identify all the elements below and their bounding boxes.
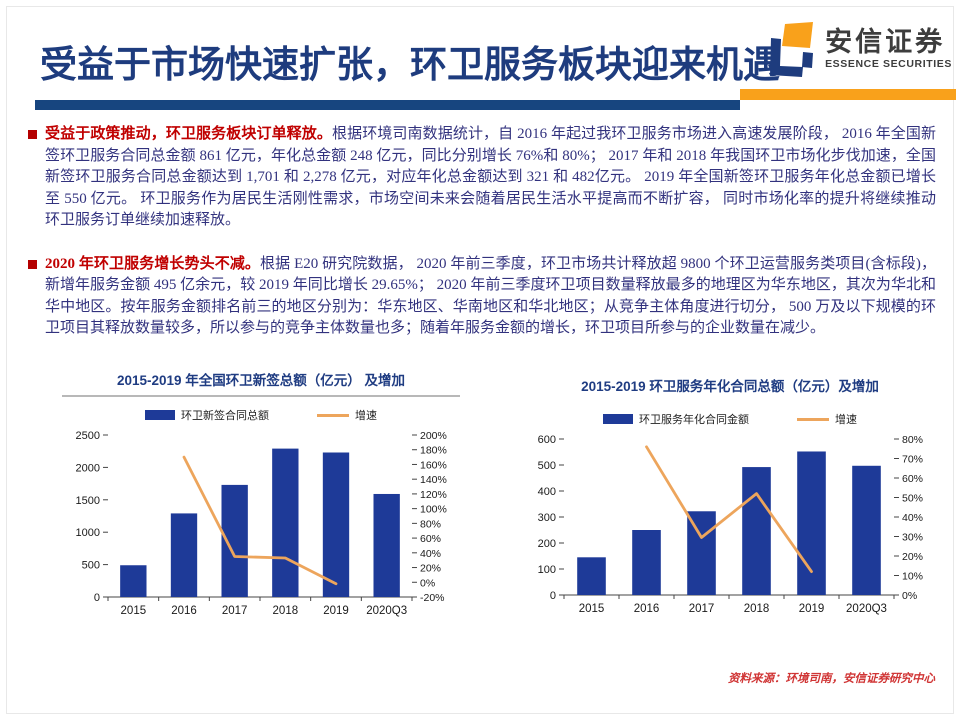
svg-text:80%: 80% [902,434,923,446]
bullet-body: 根据环境司南数据统计，自 2016 年起过我环卫服务市场进入高速发展阶段， 20… [45,126,936,228]
svg-text:400: 400 [538,486,556,498]
svg-text:500: 500 [82,560,100,572]
svg-text:300: 300 [538,512,556,524]
bullet-lead: 2020 年环卫服务增长势头不减。 [45,255,261,272]
bar-line-chart: 0 500 1000 1500 2000 2500 -20% 0% 20% 40% 60% 80% 10… [76,430,447,617]
svg-text:2020Q3: 2020Q3 [366,605,407,617]
svg-text:40%: 40% [902,512,923,524]
svg-text:2019: 2019 [323,605,349,617]
logo-en-text: ESSENCE SECURITIES [825,58,952,70]
svg-text:200: 200 [538,538,556,550]
body-text-section: 受益于政策推动，环卫服务板块订单释放。根据环境司南数据统计，自 2016 年起过… [28,124,936,340]
svg-text:60%: 60% [420,533,441,545]
chart-legend: 环卫服务年化合同金额 增速 [518,411,942,427]
svg-text:100%: 100% [420,504,447,516]
legend-label: 环卫新签合同总额 [181,410,269,422]
svg-text:80%: 80% [420,518,441,530]
svg-text:30%: 30% [902,532,923,544]
bar-line-chart: 0 100 200 300 400 500 600 0% 10% 20% 30% 40% 50% 60% 7… [538,434,923,615]
svg-text:600: 600 [538,434,556,446]
chart-new-signed-contracts: 2015-2019 年全国环卫新签总额（亿元） 及增加 环卫新签合同总额 增速 … [62,366,460,623]
essence-securities-logo-icon [770,22,814,77]
svg-text:2015: 2015 [579,603,605,615]
source-note: 资料来源：环境司南，安信证券研究中心 [728,673,935,685]
svg-text:2017: 2017 [689,603,715,615]
svg-text:120%: 120% [420,489,447,501]
bullet-lead: 受益于政策推动，环卫服务板块订单释放。 [45,126,332,142]
svg-text:0%: 0% [902,590,917,602]
line-swatch-icon [317,413,349,417]
svg-text:0%: 0% [420,577,435,589]
svg-text:160%: 160% [420,459,447,471]
legend-item-bar: 环卫服务年化合同金额 [603,411,749,427]
svg-text:70%: 70% [902,454,923,466]
legend-item-line: 增速 [797,411,857,427]
svg-text:2018: 2018 [744,603,770,615]
bullet-paragraph-2020: 2020 年环卫服务增长势头不减。根据 E20 研究院数据， 2020 年前三季… [28,254,936,340]
svg-text:20%: 20% [420,563,441,575]
bar-swatch-icon [145,410,175,420]
bar-swatch-icon [603,414,633,424]
svg-text:0: 0 [94,592,100,604]
bullet-paragraph-policy: 受益于政策推动，环卫服务板块订单释放。根据环境司南数据统计，自 2016 年起过… [28,124,936,232]
svg-text:2000: 2000 [76,462,100,474]
svg-text:2015: 2015 [121,605,147,617]
page-title: 受益于市场快速扩张，环卫服务板块迎来机遇 [40,44,780,85]
svg-text:50%: 50% [902,493,923,505]
chart-legend: 环卫新签合同总额 增速 [62,407,460,423]
bullet-square-icon [28,130,37,139]
header-orange-rule [740,89,956,100]
svg-text:200%: 200% [420,430,447,442]
svg-text:2019: 2019 [799,603,825,615]
bullet-square-icon [28,259,37,269]
svg-text:2018: 2018 [273,605,299,617]
svg-text:2016: 2016 [171,605,197,617]
svg-text:2016: 2016 [634,603,660,615]
svg-text:180%: 180% [420,445,447,457]
svg-text:20%: 20% [902,551,923,563]
chart-title: 2015-2019 环卫服务年化合同总额（亿元）及增加 [581,379,879,394]
header-blue-rule [35,100,740,110]
svg-text:2500: 2500 [76,430,100,442]
svg-text:2020Q3: 2020Q3 [846,603,887,615]
svg-text:140%: 140% [420,474,447,486]
svg-text:0: 0 [550,590,556,602]
logo-cn-text: 安信证券 [825,27,946,57]
legend-label: 增速 [355,410,377,422]
svg-text:60%: 60% [902,473,923,485]
chart-title: 2015-2019 年全国环卫新签总额（亿元） 及增加 [62,366,460,397]
svg-text:-20%: -20% [420,592,445,604]
brand-logo: 安信证券 ESSENCE SECURITIES [769,16,952,82]
legend-label: 环卫服务年化合同金额 [639,414,749,426]
svg-text:1000: 1000 [76,527,100,539]
bullet-body: 根据 E20 研究院数据， 2020 年前三季度，环卫市场共计释放超 9800 … [45,255,936,337]
svg-text:1500: 1500 [76,495,100,507]
svg-text:2017: 2017 [222,605,248,617]
svg-text:100: 100 [538,564,556,576]
svg-text:40%: 40% [420,548,441,560]
svg-text:10%: 10% [902,571,923,583]
chart-annualized-contracts: 2015-2019 环卫服务年化合同总额（亿元）及增加 环卫服务年化合同金额 增… [518,372,942,621]
legend-item-bar: 环卫新签合同总额 [145,407,269,423]
svg-text:500: 500 [538,460,556,472]
line-swatch-icon [797,417,829,421]
legend-item-line: 增速 [317,407,377,423]
legend-label: 增速 [835,414,857,426]
